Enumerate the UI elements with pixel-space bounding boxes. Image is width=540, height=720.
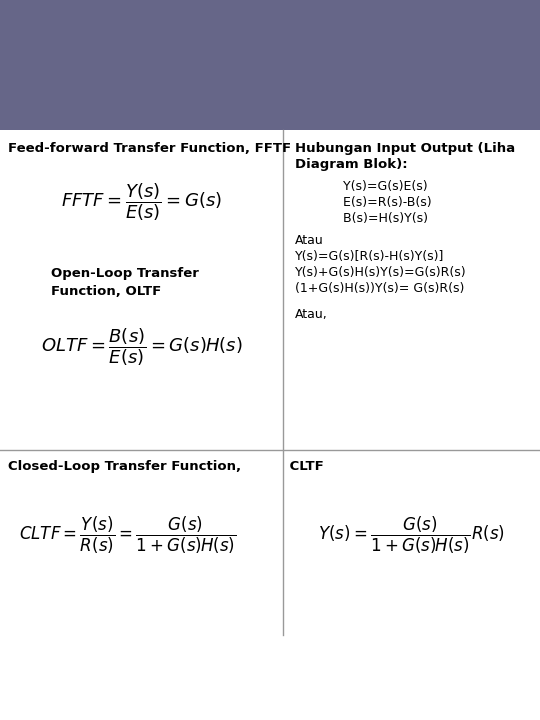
Text: Y(s)=G(s)E(s): Y(s)=G(s)E(s)	[295, 180, 428, 193]
Bar	[0, 0, 540, 130]
Text: Open-Loop Transfer: Open-Loop Transfer	[51, 267, 199, 280]
Text: E(s)=R(s)-B(s): E(s)=R(s)-B(s)	[295, 196, 431, 209]
Text: Y(s)+G(s)H(s)Y(s)=G(s)R(s): Y(s)+G(s)H(s)Y(s)=G(s)R(s)	[295, 266, 467, 279]
Text: $Y(s) = \dfrac{G(s)}{1+G(s)H(s)} R(s)$: $Y(s) = \dfrac{G(s)}{1+G(s)H(s)} R(s)$	[318, 514, 505, 556]
Text: Hubungan Input Output (Liha: Hubungan Input Output (Liha	[295, 142, 515, 155]
Text: Feed-forward Transfer Function, FFTF: Feed-forward Transfer Function, FFTF	[8, 142, 291, 155]
Text: CLTF: CLTF	[285, 460, 324, 473]
Text: B(s)=H(s)Y(s): B(s)=H(s)Y(s)	[295, 212, 428, 225]
Text: Atau: Atau	[295, 234, 324, 247]
Text: $OLTF = \dfrac{B(s)}{E(s)} = G(s)H(s)$: $OLTF = \dfrac{B(s)}{E(s)} = G(s)H(s)$	[40, 326, 242, 368]
Text: Closed-Loop Transfer Function,: Closed-Loop Transfer Function,	[8, 460, 241, 473]
Text: Function, OLTF: Function, OLTF	[51, 285, 161, 298]
Text: (1+G(s)H(s))Y(s)= G(s)R(s): (1+G(s)H(s))Y(s)= G(s)R(s)	[295, 282, 464, 295]
Text: Y(s)=G(s)[R(s)-H(s)Y(s)]: Y(s)=G(s)[R(s)-H(s)Y(s)]	[295, 250, 444, 263]
Text: $FFTF = \dfrac{Y(s)}{E(s)} = G(s)$: $FFTF = \dfrac{Y(s)}{E(s)} = G(s)$	[61, 181, 222, 222]
Text: Diagram Blok):: Diagram Blok):	[295, 158, 408, 171]
Text: Atau,: Atau,	[295, 308, 328, 321]
Text: $CLTF = \dfrac{Y(s)}{R(s)} = \dfrac{G(s)}{1+G(s)H(s)}$: $CLTF = \dfrac{Y(s)}{R(s)} = \dfrac{G(s)…	[19, 514, 236, 556]
